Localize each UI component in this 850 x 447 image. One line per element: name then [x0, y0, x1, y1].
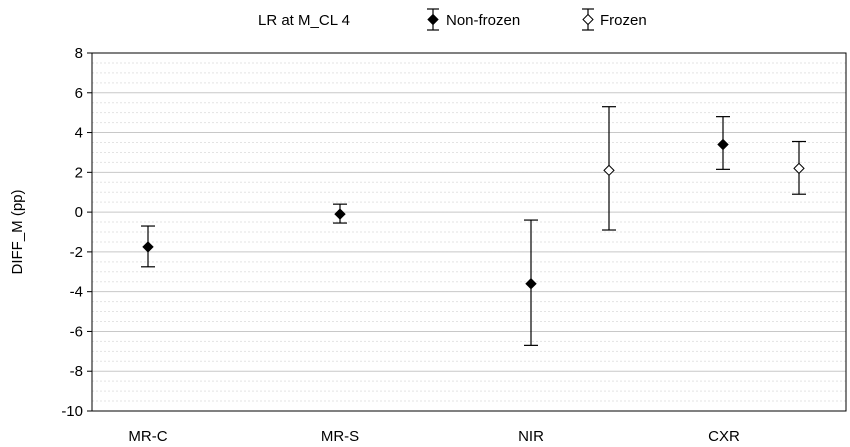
y-tick-label: 4: [75, 125, 83, 142]
y-tick-label: 0: [75, 204, 83, 221]
y-tick-label: -6: [70, 323, 83, 340]
x-tick-label: MR-S: [321, 428, 359, 445]
legend-filled-diamond-icon: [427, 13, 439, 26]
x-tick-label: CXR: [708, 428, 740, 445]
series-non-frozen: [141, 116, 730, 346]
legend-label-frozen: Frozen: [600, 12, 647, 29]
legend-open-diamond-icon: [582, 13, 594, 26]
y-axis: 8 6 4 2 0 -2 -4 -6 -8 -10: [61, 45, 92, 420]
non-frozen-marker: [525, 278, 537, 290]
y-tick-label: 6: [75, 85, 83, 102]
legend-item-non-frozen: [427, 8, 439, 31]
y-tick-label: -4: [70, 284, 83, 301]
chart-title: LR at M_CL 4: [258, 12, 350, 29]
y-tick-label: -2: [70, 244, 83, 261]
x-tick-label: MR-C: [128, 428, 167, 445]
y-axis-label: DIFF_M (pp): [9, 189, 26, 274]
legend-label-non-frozen: Non-frozen: [446, 12, 520, 29]
plot-frame: [91, 52, 847, 412]
non-frozen-marker: [142, 241, 154, 253]
frozen-marker: [793, 162, 805, 175]
y-tick-label: 8: [75, 45, 83, 62]
y-tick-label: -10: [61, 403, 83, 420]
frozen-marker: [603, 164, 615, 177]
x-axis: MR-C MR-S NIR CXR: [128, 428, 740, 445]
non-frozen-marker: [717, 138, 729, 151]
data-series: [141, 106, 806, 346]
legend-item-frozen: [582, 8, 594, 31]
y-tick-label: 2: [75, 164, 83, 181]
series-frozen: [602, 106, 806, 231]
legend: Non-frozen Frozen: [427, 8, 647, 31]
x-tick-label: NIR: [518, 428, 544, 445]
y-tick-label: -8: [70, 363, 83, 380]
grid-lines: [92, 52, 846, 412]
non-frozen-marker: [334, 208, 346, 220]
